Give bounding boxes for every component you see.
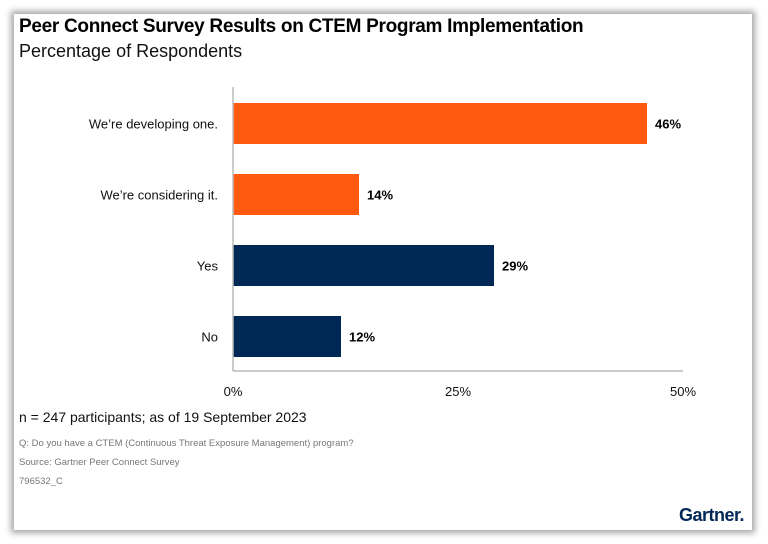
category-label: Yes bbox=[197, 259, 219, 274]
x-tick-label: 25% bbox=[445, 384, 471, 399]
data-label: 46% bbox=[655, 117, 681, 132]
bar bbox=[233, 245, 494, 286]
bar bbox=[233, 174, 359, 215]
gartner-logo: Gartner. bbox=[678, 505, 745, 525]
x-tick-label: 0% bbox=[224, 384, 243, 399]
data-label: 29% bbox=[502, 259, 528, 274]
bar bbox=[233, 316, 341, 357]
category-label: No bbox=[201, 330, 218, 345]
chart-subtitle: Percentage of Respondents bbox=[19, 41, 243, 61]
figure-id: 796532_C bbox=[19, 476, 63, 487]
x-tick-label: 50% bbox=[670, 384, 696, 399]
data-label: 14% bbox=[367, 188, 393, 203]
category-label: We’re developing one. bbox=[89, 117, 218, 132]
category-label: We’re considering it. bbox=[100, 188, 218, 203]
question-text: Q: Do you have a CTEM (Continuous Threat… bbox=[19, 438, 354, 449]
bar bbox=[233, 103, 647, 144]
sample-note: n = 247 participants; as of 19 September… bbox=[19, 409, 307, 425]
source-text: Source: Gartner Peer Connect Survey bbox=[19, 457, 180, 468]
chart-title: Peer Connect Survey Results on CTEM Prog… bbox=[19, 16, 584, 37]
data-label: 12% bbox=[349, 330, 375, 345]
